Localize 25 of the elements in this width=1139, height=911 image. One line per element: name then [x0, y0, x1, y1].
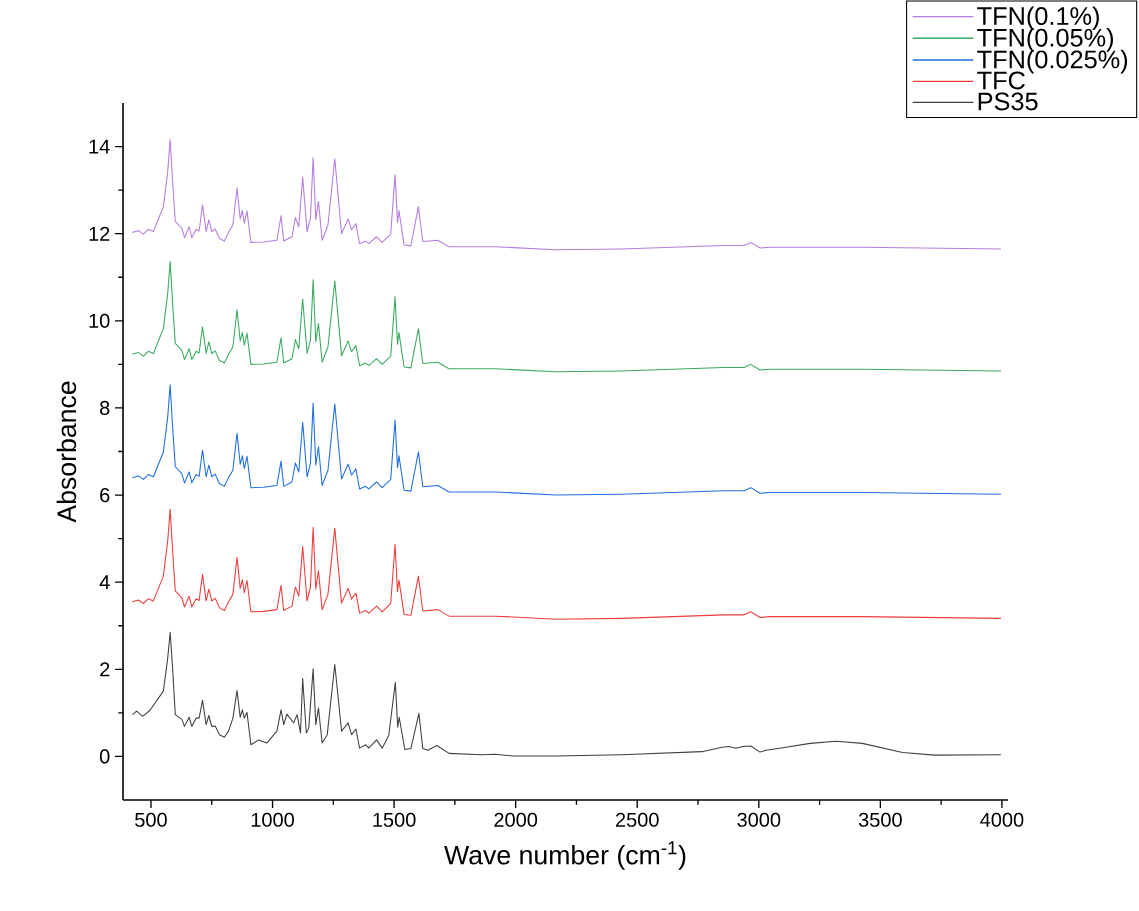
x-tick-label: 4000 — [980, 812, 1024, 827]
x-tick-label: 2500 — [615, 812, 659, 827]
y-tick-label: 2 — [100, 662, 110, 677]
y-tick-label: 4 — [99, 575, 110, 590]
x-tick-label: 1000 — [251, 812, 294, 827]
y-tick-label: 14 — [89, 139, 110, 154]
x-axis-title: Wave number (cm$^{-1}$) — [444, 841, 686, 870]
y-tick-label: 12 — [89, 226, 110, 241]
y-axis-title: Absorbance — [56, 381, 77, 523]
x-tick-label: 2000 — [494, 812, 538, 827]
line-series — [131, 508, 1002, 620]
line-series — [131, 261, 1002, 373]
y-tick-label: 0 — [99, 749, 110, 764]
legend-label: TFN(0.1%) — [977, 6, 1099, 31]
y-tick-label: 8 — [100, 400, 110, 416]
x-tick-label: 500 — [135, 812, 167, 827]
x-tick-label: 1500 — [373, 812, 416, 827]
line-series — [131, 631, 1002, 757]
legend-label: PS35 — [978, 92, 1038, 111]
x-tick-label: 3000 — [737, 812, 781, 827]
x-tick-label: 3500 — [858, 812, 902, 827]
y-tick-label: 10 — [89, 313, 110, 328]
y-tick-label: 6 — [100, 487, 110, 503]
line-series — [131, 384, 1002, 496]
line-series — [131, 139, 1002, 251]
